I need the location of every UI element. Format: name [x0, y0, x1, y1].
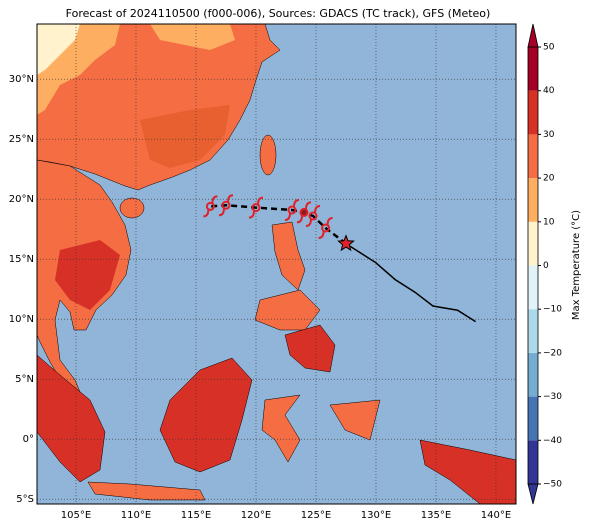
cyclone-symbol — [218, 194, 234, 217]
cyclone-symbol — [296, 201, 312, 224]
colorbar-tick-label: 0 — [543, 261, 549, 271]
cyclone-arm — [226, 194, 234, 203]
colorbar-tick-label: 40 — [543, 86, 555, 96]
colorbar-tick-label: −50 — [543, 480, 562, 490]
cyclone-arm — [318, 230, 325, 239]
cyclone-symbol — [305, 205, 321, 227]
cyclone-arm — [296, 215, 303, 224]
colorbar-segment — [528, 90, 538, 135]
cyclone-arm — [292, 199, 300, 208]
colorbar-extend-bottom — [527, 483, 539, 505]
cool-region — [150, 24, 235, 50]
map-title: Forecast of 2024110500 (f000-006), Sourc… — [66, 7, 491, 20]
hainan — [119, 197, 145, 219]
cyclone-arm — [326, 217, 333, 226]
colorbar-segment — [528, 396, 538, 441]
cyclone-arm — [218, 208, 225, 217]
new-guinea — [419, 439, 516, 504]
taiwan — [259, 134, 277, 176]
lon-tick-label: 105°E — [61, 510, 91, 521]
colorbar-tick-label: −20 — [543, 348, 562, 358]
cyclone-symbol — [248, 196, 264, 219]
cyclone-arm — [256, 196, 264, 205]
cyclone-eye — [221, 200, 231, 210]
current-position — [337, 234, 355, 252]
colorbar-tick-label: 30 — [543, 130, 555, 140]
observed-track — [345, 242, 476, 323]
java — [87, 481, 206, 501]
colorbar-segment — [528, 134, 538, 179]
cyclone-symbol — [284, 199, 300, 221]
maluku — [329, 399, 381, 441]
cyclone-arm — [305, 218, 312, 227]
lat-tick-label: 25°N — [9, 134, 34, 145]
cyclone-eye — [299, 207, 309, 217]
colorbar-tick-label: 20 — [543, 174, 555, 184]
lon-tick-label: 115°E — [181, 510, 211, 521]
china — [37, 24, 281, 191]
lat-tick-label: 20°N — [9, 194, 34, 205]
cyclone-arm — [248, 210, 255, 219]
lon-tick-label: 135°E — [421, 510, 451, 521]
cold-region — [37, 24, 80, 75]
colorbar-extend-top — [527, 23, 539, 48]
map-frame — [36, 23, 517, 505]
lon-tick-label: 120°E — [241, 510, 271, 521]
lon-tick-label: 125°E — [301, 510, 331, 521]
colorbar-segment — [528, 47, 538, 91]
lat-tick-label: 30°N — [9, 74, 34, 85]
colorbar-tick-label: −10 — [543, 305, 562, 315]
sumatra — [37, 354, 106, 483]
colorbar-segment — [528, 440, 538, 484]
colorbar-tick-label: −30 — [543, 392, 562, 402]
cyclone-arm — [203, 209, 210, 218]
borneo — [159, 357, 253, 473]
cyclone-arm — [211, 195, 218, 204]
colorbar-tick-label: 10 — [543, 217, 555, 227]
cyclone-arm — [304, 201, 312, 210]
colorbar-segment — [528, 178, 538, 222]
lat-tick-label: 5°N — [15, 374, 34, 385]
lon-tick-label: 140°E — [481, 510, 511, 521]
colorbar-segment — [528, 221, 538, 266]
lat-tick-label: 15°N — [9, 254, 34, 265]
lat-tick-label: 0° — [23, 434, 34, 445]
colorbar-label: Max Temperature (°C) — [571, 210, 582, 320]
cyclone-symbol — [203, 195, 218, 218]
lat-tick-label: 5°S — [16, 494, 34, 505]
lat-tick-label: 10°N — [9, 314, 34, 325]
colorbar-tick-label: 50 — [543, 43, 555, 53]
sulawesi — [261, 394, 301, 463]
cyclone-arm — [313, 205, 321, 214]
cyclone-eye — [287, 205, 297, 215]
cyclone-eye — [321, 223, 331, 233]
cyclone-eye — [205, 201, 215, 211]
warm-region — [140, 105, 230, 168]
basemap — [37, 24, 516, 504]
colorbar-tick-label: −40 — [543, 436, 562, 446]
luzon — [271, 221, 306, 291]
colorbar-segment — [528, 309, 538, 353]
colorbar-segment — [528, 352, 538, 397]
lon-tick-label: 130°E — [361, 510, 391, 521]
hot-region — [55, 240, 120, 310]
lon-tick-label: 110°E — [121, 510, 151, 521]
colorbar-segment — [528, 265, 538, 310]
mindanao — [284, 324, 336, 373]
cyclone-arm — [284, 212, 291, 221]
cyclone-eye — [251, 203, 261, 213]
cyclone-symbol — [318, 217, 333, 239]
map-overlay — [37, 24, 516, 504]
cyclone-eye — [308, 211, 318, 221]
